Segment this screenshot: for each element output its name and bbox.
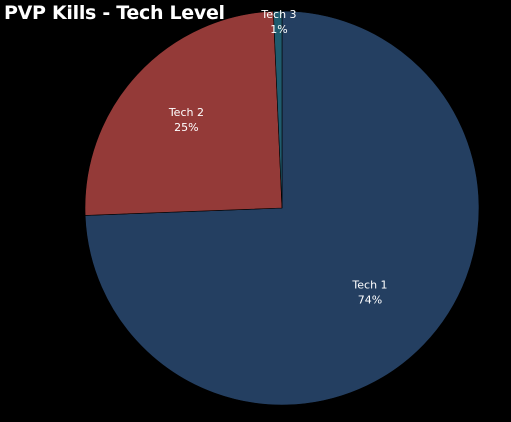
- chart-title: PVP Kills - Tech Level: [4, 2, 225, 24]
- pie-slices: [84, 10, 480, 406]
- slice-category-label: Tech 1: [351, 279, 387, 292]
- slice-percent-label: 25%: [174, 121, 198, 134]
- slice-category-label: Tech 2: [168, 106, 204, 119]
- pie-slice-tech-2: [84, 10, 283, 216]
- pie-labels: Tech 1 74% Tech 2 25% Tech 3 1%: [168, 8, 388, 307]
- slice-percent-label: 1%: [270, 23, 287, 36]
- slice-category-label: Tech 3: [260, 8, 296, 21]
- pie-slice-tech-3: [273, 10, 283, 209]
- slice-percent-label: 74%: [358, 294, 382, 307]
